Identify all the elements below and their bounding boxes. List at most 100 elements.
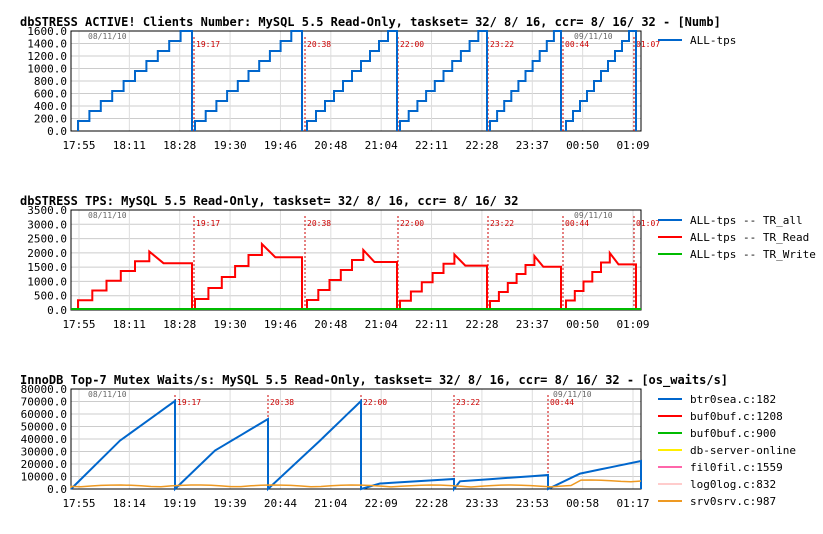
test-marker-label: 23:22 <box>490 40 514 49</box>
chart-panel-3: InnoDB Top-7 Mutex Waits/s: MySQL 5.5 Re… <box>20 373 796 510</box>
y-tick-label: 1500.0 <box>27 261 67 274</box>
x-tick-label: 18:28 <box>163 139 196 152</box>
x-tick-label: 17:55 <box>62 318 95 331</box>
x-tick-label: 23:37 <box>516 318 549 331</box>
y-tick-label: 500.0 <box>34 290 67 303</box>
y-tick-label: 10000.0 <box>21 471 67 484</box>
legend-label: fil0fil.c:1559 <box>690 461 783 474</box>
y-tick-label: 1200.0 <box>27 50 67 63</box>
legend-label: ALL-tps -- TR_Read <box>690 231 809 244</box>
plot-frame <box>70 30 642 132</box>
x-tick-label: 22:28 <box>465 139 498 152</box>
x-tick-label: 01:17 <box>616 497 649 510</box>
y-tick-label: 70000.0 <box>21 396 67 409</box>
x-tick-label: 19:39 <box>214 497 247 510</box>
test-marker-label: 19:17 <box>196 219 220 228</box>
test-marker-label: 20:38 <box>307 219 331 228</box>
x-tick-label: 19:30 <box>214 139 247 152</box>
x-tick-label: 22:11 <box>415 318 448 331</box>
y-tick-label: 2000.0 <box>27 247 67 260</box>
test-marker-label: 01:07 <box>636 219 660 228</box>
x-tick-label: 19:19 <box>163 497 196 510</box>
y-tick-label: 50000.0 <box>21 421 67 434</box>
chart-panel-1: dbSTRESS ACTIVE! Clients Number: MySQL 5… <box>20 15 736 152</box>
series-line-btr0sea <box>70 398 642 492</box>
chart-panel-2: dbSTRESS TPS: MySQL 5.5 Read-Only, tasks… <box>20 194 816 331</box>
test-marker-label: 00:44 <box>550 398 574 407</box>
y-tick-label: 600.0 <box>34 88 67 101</box>
y-tick-label: 200.0 <box>34 113 67 126</box>
y-tick-label: 0.0 <box>47 483 67 496</box>
x-tick-label: 20:48 <box>314 139 347 152</box>
test-marker-label: 00:44 <box>565 219 589 228</box>
date-label: 08/11/10 <box>88 390 127 399</box>
test-marker-label: 20:38 <box>307 40 331 49</box>
x-tick-label: 01:09 <box>616 139 649 152</box>
date-label: 08/11/10 <box>88 32 127 41</box>
test-marker-label: 19:17 <box>196 40 220 49</box>
x-tick-label: 20:48 <box>314 318 347 331</box>
y-tick-label: 3500.0 <box>27 204 67 217</box>
plot-frame <box>70 388 642 490</box>
x-tick-label: 18:11 <box>113 318 146 331</box>
y-tick-label: 2500.0 <box>27 233 67 246</box>
x-tick-label: 00:50 <box>566 139 599 152</box>
legend-label: log0log.c:832 <box>690 478 776 491</box>
x-tick-label: 21:04 <box>365 139 398 152</box>
date-label: 09/11/10 <box>574 211 613 220</box>
test-marker-label: 01:07 <box>636 40 660 49</box>
x-tick-label: 00:58 <box>566 497 599 510</box>
y-tick-label: 0.0 <box>47 125 67 138</box>
date-label: 09/11/10 <box>553 390 592 399</box>
legend-label: db-server-online <box>690 444 796 457</box>
x-tick-label: 21:04 <box>365 318 398 331</box>
x-tick-label: 17:55 <box>62 139 95 152</box>
x-tick-label: 21:04 <box>314 497 347 510</box>
chart-title: dbSTRESS ACTIVE! Clients Number: MySQL 5… <box>20 15 721 29</box>
y-tick-label: 80000.0 <box>21 383 67 396</box>
chart-title: dbSTRESS TPS: MySQL 5.5 Read-Only, tasks… <box>20 194 519 208</box>
y-tick-label: 0.0 <box>47 304 67 317</box>
x-tick-label: 19:30 <box>214 318 247 331</box>
legend-label: srv0srv.c:987 <box>690 495 776 508</box>
y-tick-label: 1000.0 <box>27 63 67 76</box>
x-tick-label: 01:09 <box>616 318 649 331</box>
test-marker-label: 22:00 <box>400 40 424 49</box>
x-tick-label: 18:28 <box>163 318 196 331</box>
x-tick-label: 20:44 <box>264 497 297 510</box>
test-marker-label: 00:44 <box>565 40 589 49</box>
legend-label: ALL-tps -- TR_all <box>690 214 803 227</box>
x-tick-label: 18:14 <box>113 497 146 510</box>
x-tick-label: 22:28 <box>465 318 498 331</box>
legend-label: buf0buf.c:900 <box>690 427 776 440</box>
test-marker-label: 19:17 <box>177 398 201 407</box>
x-tick-label: 19:46 <box>264 318 297 331</box>
y-tick-label: 60000.0 <box>21 408 67 421</box>
legend-label: ALL-tps <box>690 34 736 47</box>
test-marker-label: 20:38 <box>270 398 294 407</box>
x-tick-label: 23:53 <box>516 497 549 510</box>
y-tick-label: 800.0 <box>34 75 67 88</box>
x-tick-label: 23:33 <box>465 497 498 510</box>
date-label: 09/11/10 <box>574 32 613 41</box>
y-tick-label: 20000.0 <box>21 458 67 471</box>
series-line-tr-read <box>77 241 637 310</box>
series-line-srv0srv <box>70 479 642 488</box>
series-line-all-tps <box>77 30 637 131</box>
chart-title: InnoDB Top-7 Mutex Waits/s: MySQL 5.5 Re… <box>20 373 728 388</box>
y-tick-label: 1000.0 <box>27 275 67 288</box>
y-tick-label: 30000.0 <box>21 446 67 459</box>
legend-label: btr0sea.c:182 <box>690 393 776 406</box>
x-tick-label: 19:46 <box>264 139 297 152</box>
date-label: 08/11/10 <box>88 211 127 220</box>
x-tick-label: 23:37 <box>516 139 549 152</box>
test-marker-label: 23:22 <box>490 219 514 228</box>
x-tick-label: 22:09 <box>365 497 398 510</box>
x-tick-label: 22:28 <box>415 497 448 510</box>
test-marker-label: 22:00 <box>363 398 387 407</box>
x-tick-label: 18:11 <box>113 139 146 152</box>
y-tick-label: 400.0 <box>34 100 67 113</box>
y-tick-label: 1400.0 <box>27 38 67 51</box>
y-tick-label: 3000.0 <box>27 218 67 231</box>
